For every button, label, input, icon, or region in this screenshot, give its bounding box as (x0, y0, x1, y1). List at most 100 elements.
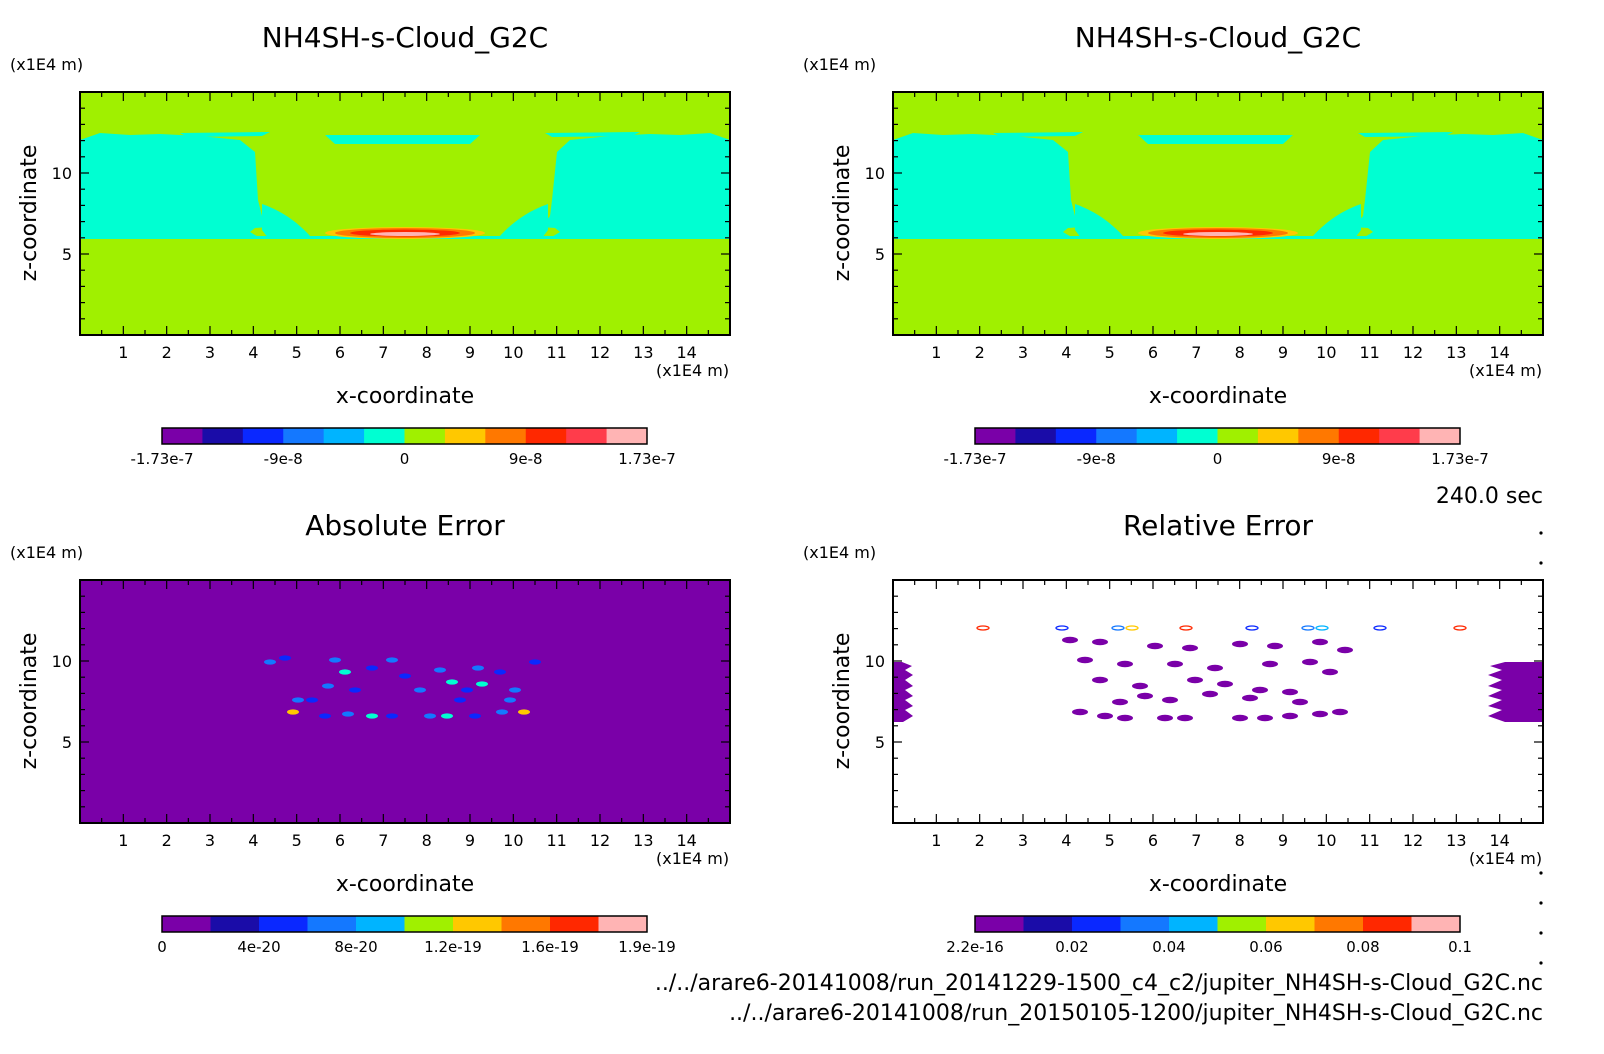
error-speckle (1157, 714, 1173, 722)
field-background (80, 580, 730, 823)
colorbar-tick-label: -1.73e-7 (944, 450, 1007, 468)
x-tick-label: 7 (378, 831, 388, 850)
y-axis-label: z-coordinate (17, 633, 42, 770)
error-speckle (434, 667, 446, 673)
error-speckle (441, 713, 453, 719)
margin-dot (1539, 871, 1543, 875)
colorbar-cell (356, 916, 405, 932)
error-speckle (424, 713, 436, 719)
x-tick-label: 13 (1446, 831, 1466, 850)
colorbar-frame (161, 427, 648, 445)
error-speckle (1137, 692, 1153, 700)
x-tick-label: 4 (248, 831, 258, 850)
colorbar-cell (404, 916, 454, 932)
colorbar: -1.73e-7 -9e-8 0 9e-8 1.73e-7 (944, 427, 1489, 468)
colorbar-cell (364, 428, 405, 444)
error-speckle (1242, 694, 1258, 702)
x-tick-label: 9 (1278, 831, 1288, 850)
colorbar-cell (162, 428, 203, 444)
colorbar-cell (1023, 916, 1073, 932)
error-speckle (339, 669, 351, 675)
error-speckle (446, 679, 458, 685)
colorbar-cell (202, 428, 244, 444)
x-tick-label: 9 (465, 831, 475, 850)
x-axis-label: x-coordinate (1149, 872, 1287, 897)
error-speckle (1315, 625, 1329, 631)
cloud-region (993, 132, 1083, 137)
colorbar-tick-label: -9e-8 (264, 450, 303, 468)
x-tick-label: 3 (205, 343, 215, 362)
x-tick-label: 7 (1191, 343, 1201, 362)
x-tick-label: 2 (162, 831, 172, 850)
colorbar-cell (404, 428, 446, 444)
panel-bottom-right: Relative Error (x1E4 m) 1 2 3 4 5 6 7 8 9 10 11 12 1… (803, 509, 1544, 956)
x-tick-label: 10 (503, 831, 523, 850)
error-speckle (399, 673, 411, 679)
error-speckle (1207, 664, 1223, 672)
colorbar-tick-label: 1.9e-19 (618, 938, 676, 956)
error-speckle (279, 655, 291, 661)
y-tick-label: 5 (62, 245, 72, 264)
colorbar-tick-label: 0.06 (1249, 938, 1282, 956)
error-speckle (1202, 690, 1218, 698)
error-speckle (1312, 638, 1328, 646)
x-tick-label: 6 (335, 343, 345, 362)
x-tick-label: 12 (1403, 831, 1423, 850)
error-speckle (1453, 625, 1467, 631)
colorbar-tick-label: 9e-8 (509, 450, 543, 468)
error-speckle (1302, 658, 1318, 666)
error-speckle (1162, 696, 1178, 704)
error-speckle (1062, 636, 1078, 644)
error-speckle (1111, 625, 1125, 631)
error-speckle (366, 713, 378, 719)
x-unit-label: (x1E4 m) (656, 849, 729, 868)
colorbar: -1.73e-7 -9e-8 0 9e-8 1.73e-7 (131, 427, 676, 468)
colorbar-cell (975, 916, 1024, 932)
error-speckles (976, 625, 1467, 722)
x-tick-label: 3 (1018, 343, 1028, 362)
colorbar-tick-label: 1.73e-7 (1431, 450, 1489, 468)
colorbar-tick-label: 0.02 (1055, 938, 1088, 956)
x-tick-label: 1 (118, 343, 128, 362)
error-speckle (461, 687, 473, 693)
x-tick-label: 11 (1359, 343, 1379, 362)
x-tick-label: 13 (633, 343, 653, 362)
cloud-region (325, 135, 480, 144)
error-speckle (469, 713, 481, 719)
cloud-region (1353, 133, 1543, 239)
colorbar-cell (323, 428, 365, 444)
cloud-region (545, 132, 640, 137)
plot-title: NH4SH-s-Cloud_G2C (1075, 21, 1361, 54)
x-axis-label: x-coordinate (336, 872, 474, 897)
x-tick-label: 13 (1446, 343, 1466, 362)
colorbar-cell (501, 916, 551, 932)
colorbar-cell (1072, 916, 1121, 932)
colorbar-cell (1257, 428, 1299, 444)
x-tick-label: 6 (1148, 343, 1158, 362)
x-tick-label: 5 (1105, 831, 1115, 850)
panel-bottom-left: Absolute Error (x1E4 m) 1 2 3 4 5 6 7 8 9 10 11 12 1… (10, 509, 731, 956)
error-speckle (1132, 682, 1148, 690)
error-speckle (1147, 642, 1163, 650)
colorbar-cell (525, 428, 567, 444)
file-path: ../../arare6-20141008/run_20141229-1500_… (655, 971, 1543, 996)
colorbar-tick-label: 0 (400, 450, 410, 468)
x-tick-label: 3 (205, 831, 215, 850)
colorbar-tick-label: 1.73e-7 (618, 450, 676, 468)
error-speckle (1112, 698, 1128, 706)
cloud-region (1313, 204, 1361, 238)
x-tick-label: 3 (1018, 831, 1028, 850)
colorbar-tick-label: 2.2e-16 (946, 938, 1004, 956)
x-tick-label: 11 (1359, 831, 1379, 850)
error-speckle (1373, 625, 1387, 631)
colorbar-cell (242, 428, 284, 444)
error-speckle (386, 657, 398, 663)
x-unit-label: (x1E4 m) (1469, 361, 1542, 380)
x-tick-label: 12 (590, 831, 610, 850)
cloud-region (1075, 204, 1123, 238)
plot-title: Absolute Error (305, 509, 505, 542)
colorbar-tick-label: 9e-8 (1322, 450, 1356, 468)
file-path: ../../arare6-20141008/run_20150105-1200/… (729, 1001, 1543, 1026)
